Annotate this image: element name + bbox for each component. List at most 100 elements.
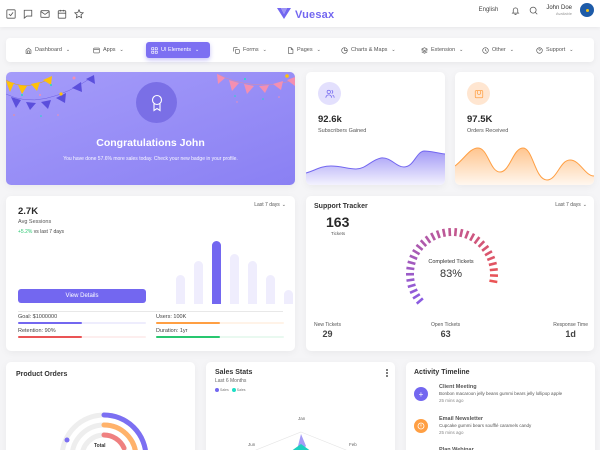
session-bar — [230, 253, 239, 304]
stat-open-tickets: Open Tickets 63 — [431, 322, 461, 339]
chevron-down-icon: ⌄ — [119, 47, 124, 53]
sales-stats-subtitle: Last 6 Months — [215, 378, 247, 384]
help-circle-icon — [536, 46, 543, 54]
brand[interactable]: Vuesax — [277, 6, 334, 24]
subscribers-gained-card: 92.6k Subscribers Gained — [306, 72, 445, 185]
star-icon[interactable] — [74, 8, 84, 19]
language-selector[interactable]: English — [478, 7, 499, 13]
session-bar — [284, 289, 293, 304]
mail-icon[interactable] — [40, 9, 50, 19]
stat-response-time: Response Time 1d — [553, 322, 588, 339]
chevron-down-icon: ⌄ — [281, 202, 286, 208]
gauge-label: Completed Tickets — [428, 259, 474, 265]
sessions-bar-chart — [164, 234, 293, 304]
activity-title: Activity Timeline — [414, 369, 470, 376]
sessions-change: +5.2% vs last 7 days — [18, 229, 65, 235]
sales-radar-chart — [255, 431, 347, 450]
legend-item[interactable]: Sales — [231, 388, 246, 393]
subscribers-value: 92.6k — [318, 114, 342, 125]
sales-stats-card: Sales Stats Last 6 Months Sales Sales Ja… — [206, 362, 395, 450]
menu-item-charts-maps[interactable]: Charts & Maps ⌄ — [336, 42, 401, 58]
product-orders-card: Product Orders Total — [6, 362, 195, 450]
menu-item-ui-elements[interactable]: UI Elements ⌄ — [146, 42, 210, 58]
menu-item-other[interactable]: Other ⌄ — [477, 42, 519, 58]
sessions-range-dropdown[interactable]: Last 7 days ⌄ — [254, 202, 286, 208]
confetti-decoration-left-icon — [6, 75, 95, 117]
avg-sessions-card: 2.7K Avg Sessions +5.2% vs last 7 days L… — [6, 196, 295, 351]
gauge-value: 83% — [439, 268, 463, 280]
package-icon — [467, 82, 490, 105]
layers-icon — [421, 46, 428, 54]
support-tracker-card: Support Tracker Last 7 days ⌄ 163 Tickets… — [306, 196, 594, 351]
activity-timeline-card: Activity Timeline + Client Meeting Bonbo… — [406, 362, 595, 450]
chevron-down-icon: ⌄ — [459, 47, 464, 53]
product-orders-radial-chart — [60, 412, 148, 450]
alert-icon — [414, 419, 428, 433]
divider — [18, 311, 283, 312]
radar-label-feb: Feb — [349, 442, 357, 447]
subscribers-label: Subscribers Gained — [318, 128, 367, 134]
shortcut-icons — [6, 8, 84, 19]
congrats-title: Congratulations John — [96, 137, 205, 149]
menu-item-pages[interactable]: Pages ⌄ — [282, 42, 326, 58]
chat-icon[interactable] — [23, 9, 33, 19]
sales-legend: Sales Sales — [215, 388, 246, 393]
chevron-down-icon: ⌄ — [509, 47, 514, 53]
menu-item-apps[interactable]: Apps ⌄ — [88, 42, 129, 58]
chevron-down-icon: ⌄ — [194, 47, 200, 53]
congratulations-card: Congratulations John You have done 57.6%… — [6, 72, 295, 185]
session-bar — [176, 275, 185, 304]
brand-name: Vuesax — [295, 9, 335, 21]
menu-item-dashboard[interactable]: Dashboard ⌄ — [20, 42, 75, 58]
metric-users: Users: 100K — [156, 314, 284, 324]
mail-icon — [93, 47, 100, 53]
menu-item-forms[interactable]: Forms ⌄ — [228, 42, 272, 58]
horizontal-menu: Dashboard ⌄ Apps ⌄ UI Elements ⌄ Forms ⌄ Pag… — [6, 38, 594, 62]
radar-label-jan: Jan — [298, 416, 306, 421]
search-icon[interactable] — [528, 5, 538, 15]
avatar[interactable] — [580, 3, 594, 17]
menu-item-support[interactable]: Support ⌄ — [531, 42, 578, 58]
confetti-decoration-right-icon — [217, 73, 295, 103]
sessions-value: 2.7K — [18, 206, 39, 217]
congrats-text: You have done 57.6% more sales today. Ch… — [63, 156, 238, 162]
session-bar — [266, 275, 275, 304]
pie-chart-icon — [341, 46, 348, 54]
user-name: John Doe — [546, 4, 572, 11]
completed-tickets-gauge — [405, 227, 499, 305]
sessions-label: Avg Sessions — [18, 219, 52, 225]
orders-received-card: 97.5K Orders Received — [455, 72, 594, 185]
chevron-down-icon: ⌄ — [316, 47, 321, 53]
metric-goal: Goal: $1000000 — [18, 314, 146, 324]
legend-item[interactable]: Sales — [215, 388, 229, 393]
metric-duration: Duration: 1yr — [156, 328, 284, 338]
stat-new-tickets: New Tickets 29 — [314, 322, 341, 339]
menu-item-extension[interactable]: Extension ⌄ — [416, 42, 468, 58]
orders-value: 97.5K — [467, 114, 493, 125]
bell-icon[interactable] — [510, 5, 520, 15]
metric-retention: Retention: 90% — [18, 328, 146, 338]
session-bar — [212, 241, 221, 304]
subscribers-area-chart — [306, 150, 445, 185]
more-vertical-icon[interactable] — [386, 369, 389, 377]
grid-icon — [151, 46, 158, 54]
file-icon — [288, 46, 294, 54]
sales-stats-title: Sales Stats — [215, 369, 253, 376]
calendar-icon[interactable] — [57, 9, 67, 19]
chevron-down-icon: ⌄ — [262, 47, 267, 53]
support-range-dropdown[interactable]: Last 7 days ⌄ — [555, 202, 587, 208]
user-info[interactable]: John Doe Available — [546, 5, 572, 16]
checkbox-icon[interactable] — [6, 8, 16, 19]
product-orders-title: Product Orders — [16, 371, 68, 378]
top-navbar: Vuesax English John Doe Available — [0, 0, 600, 27]
chevron-down-icon: ⌄ — [582, 202, 587, 208]
plus-icon: + — [414, 387, 428, 401]
home-icon — [25, 47, 32, 54]
radar-label-jun: Jun — [248, 442, 256, 447]
chevron-down-icon: ⌄ — [391, 47, 396, 53]
user-status: Available — [555, 10, 572, 16]
award-icon — [151, 94, 162, 112]
view-details-button[interactable]: View Details — [18, 289, 146, 303]
award-badge — [136, 82, 177, 123]
copy-icon — [233, 46, 240, 54]
